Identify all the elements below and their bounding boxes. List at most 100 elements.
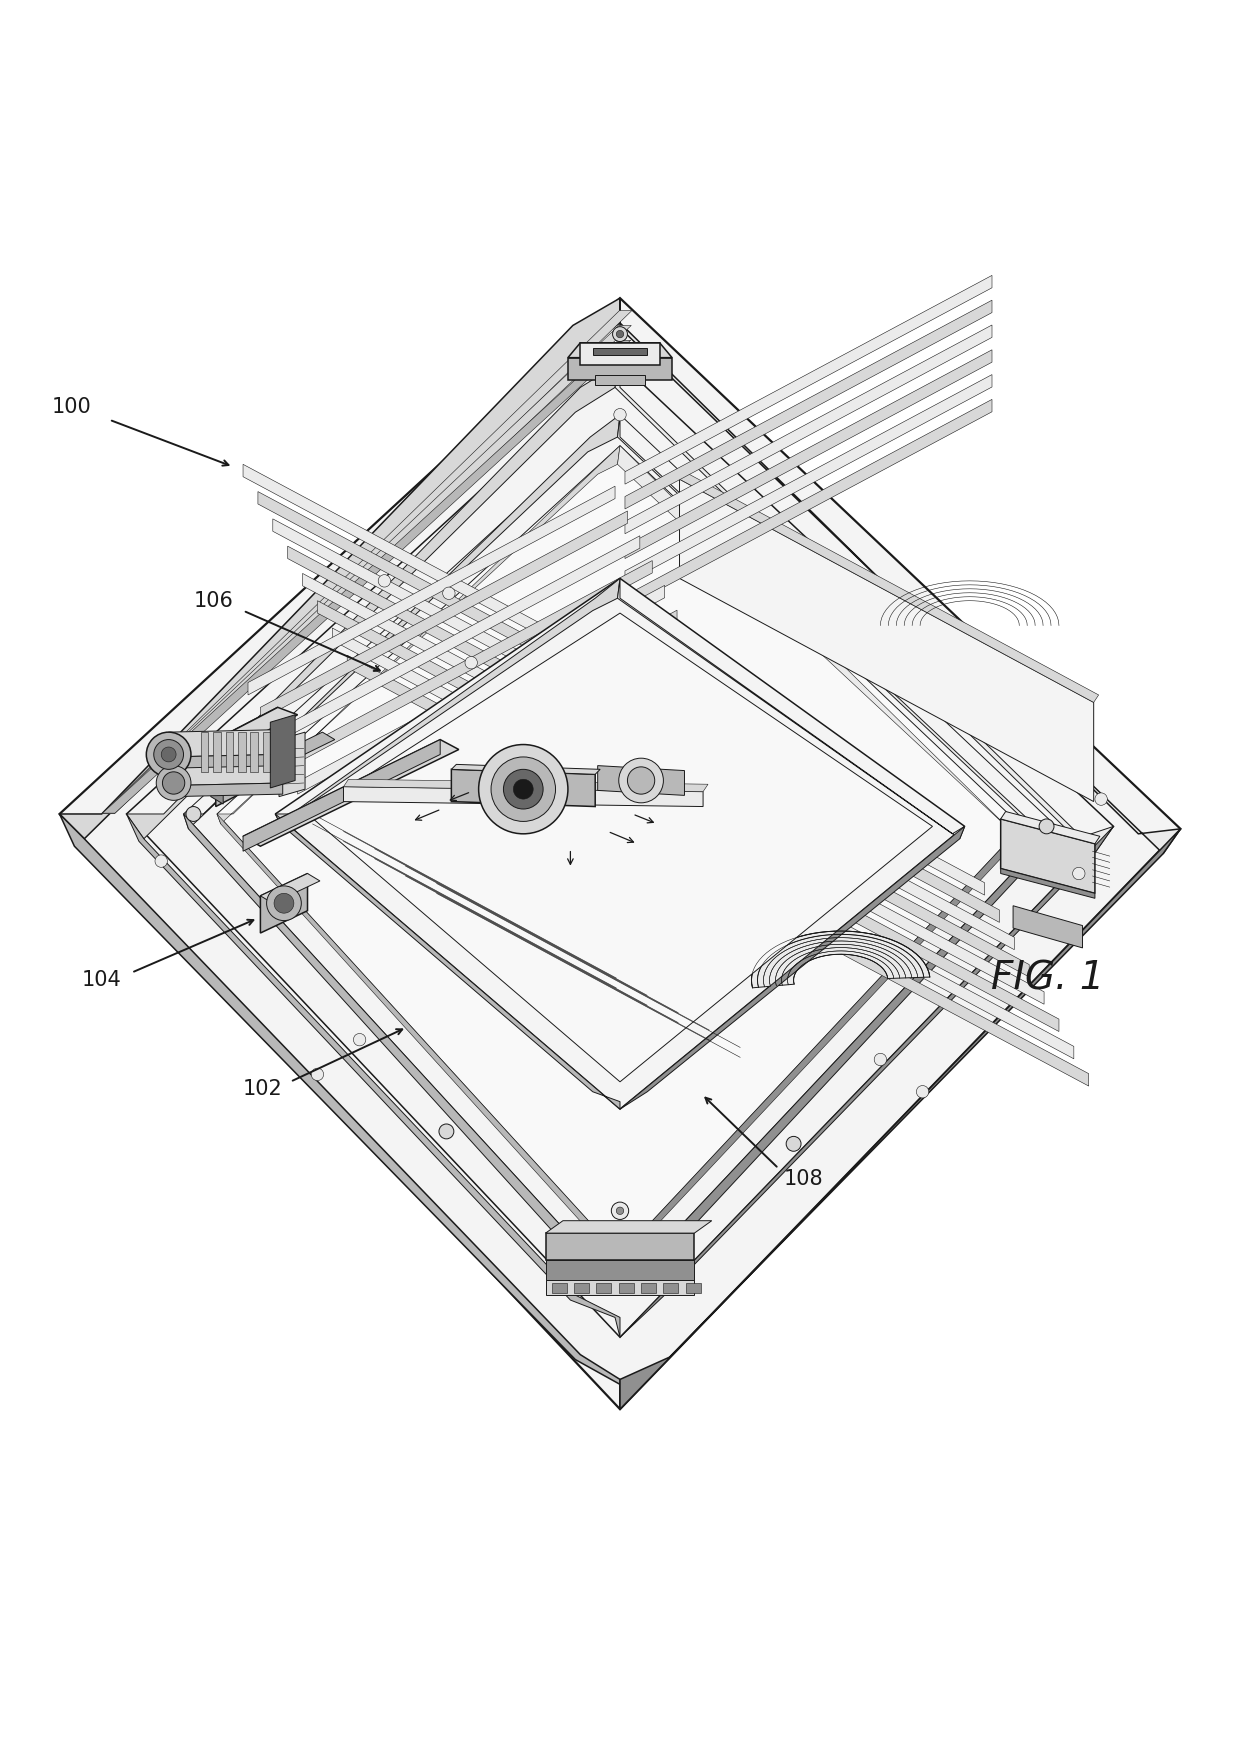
Circle shape — [155, 854, 167, 867]
Polygon shape — [260, 510, 627, 720]
Circle shape — [146, 732, 191, 777]
Circle shape — [162, 772, 185, 795]
Polygon shape — [618, 414, 1056, 842]
Polygon shape — [1013, 905, 1083, 949]
Polygon shape — [595, 376, 645, 384]
Polygon shape — [308, 613, 932, 1081]
Polygon shape — [615, 685, 985, 894]
Polygon shape — [211, 732, 335, 795]
Polygon shape — [184, 414, 620, 828]
Polygon shape — [615, 363, 1114, 851]
Circle shape — [353, 1034, 366, 1046]
Polygon shape — [1001, 812, 1100, 844]
Polygon shape — [630, 713, 999, 922]
Polygon shape — [645, 739, 1014, 950]
Polygon shape — [270, 715, 295, 788]
Polygon shape — [620, 299, 1180, 854]
Polygon shape — [212, 735, 223, 762]
Polygon shape — [275, 578, 620, 825]
Circle shape — [267, 886, 301, 921]
Circle shape — [627, 767, 655, 795]
Polygon shape — [234, 734, 246, 762]
Polygon shape — [263, 732, 270, 772]
Circle shape — [156, 765, 191, 800]
Polygon shape — [102, 311, 632, 814]
Polygon shape — [303, 573, 675, 784]
Polygon shape — [580, 342, 660, 365]
Polygon shape — [660, 767, 1029, 977]
Polygon shape — [574, 1282, 589, 1293]
Polygon shape — [546, 1233, 694, 1260]
Polygon shape — [675, 795, 1044, 1005]
Circle shape — [491, 756, 556, 821]
Circle shape — [874, 1053, 887, 1066]
Text: FIG. 1: FIG. 1 — [991, 959, 1105, 998]
Polygon shape — [625, 400, 992, 608]
Polygon shape — [213, 732, 221, 772]
Polygon shape — [217, 445, 620, 825]
Polygon shape — [347, 655, 719, 867]
Polygon shape — [201, 732, 208, 772]
Polygon shape — [258, 491, 630, 702]
Polygon shape — [663, 1282, 678, 1293]
Polygon shape — [343, 779, 708, 791]
Polygon shape — [279, 732, 305, 797]
Polygon shape — [103, 341, 631, 812]
Polygon shape — [546, 1221, 712, 1233]
Polygon shape — [255, 734, 267, 762]
Polygon shape — [1001, 819, 1095, 893]
Polygon shape — [625, 276, 992, 484]
Polygon shape — [60, 814, 620, 1410]
Polygon shape — [260, 874, 308, 933]
Polygon shape — [273, 536, 640, 744]
Polygon shape — [546, 1281, 694, 1295]
Circle shape — [619, 758, 663, 804]
Polygon shape — [598, 765, 684, 795]
Polygon shape — [126, 814, 620, 1336]
Circle shape — [1039, 819, 1054, 833]
Circle shape — [465, 657, 477, 669]
Polygon shape — [217, 814, 620, 1256]
Polygon shape — [625, 349, 992, 559]
Polygon shape — [216, 708, 278, 807]
Polygon shape — [596, 1282, 611, 1293]
Polygon shape — [184, 414, 1056, 1289]
Circle shape — [786, 1136, 801, 1151]
Polygon shape — [451, 769, 595, 807]
Text: 108: 108 — [784, 1169, 823, 1188]
Polygon shape — [546, 1260, 694, 1281]
Circle shape — [916, 1085, 929, 1097]
Polygon shape — [568, 342, 672, 358]
Polygon shape — [226, 732, 233, 772]
Circle shape — [154, 739, 184, 769]
Polygon shape — [619, 1282, 634, 1293]
Polygon shape — [275, 578, 965, 1109]
Polygon shape — [275, 814, 620, 1109]
Circle shape — [513, 779, 533, 798]
Circle shape — [311, 1067, 324, 1081]
Polygon shape — [248, 486, 615, 695]
Circle shape — [274, 893, 294, 914]
Text: 100: 100 — [52, 397, 92, 418]
Polygon shape — [343, 786, 703, 807]
Circle shape — [503, 769, 543, 809]
Polygon shape — [568, 358, 672, 381]
Polygon shape — [201, 735, 212, 762]
Polygon shape — [620, 826, 965, 1109]
Circle shape — [1073, 867, 1085, 880]
Polygon shape — [620, 826, 1114, 1336]
Polygon shape — [751, 931, 930, 987]
Polygon shape — [217, 445, 1022, 1256]
Circle shape — [1095, 793, 1107, 805]
Polygon shape — [169, 735, 180, 763]
Text: 102: 102 — [243, 1080, 283, 1099]
Polygon shape — [288, 547, 660, 758]
Polygon shape — [625, 325, 992, 535]
Polygon shape — [243, 465, 615, 676]
Polygon shape — [180, 735, 191, 763]
Circle shape — [611, 1202, 629, 1219]
Polygon shape — [260, 874, 320, 903]
Circle shape — [186, 807, 201, 821]
Circle shape — [479, 744, 568, 833]
Circle shape — [439, 1123, 454, 1139]
